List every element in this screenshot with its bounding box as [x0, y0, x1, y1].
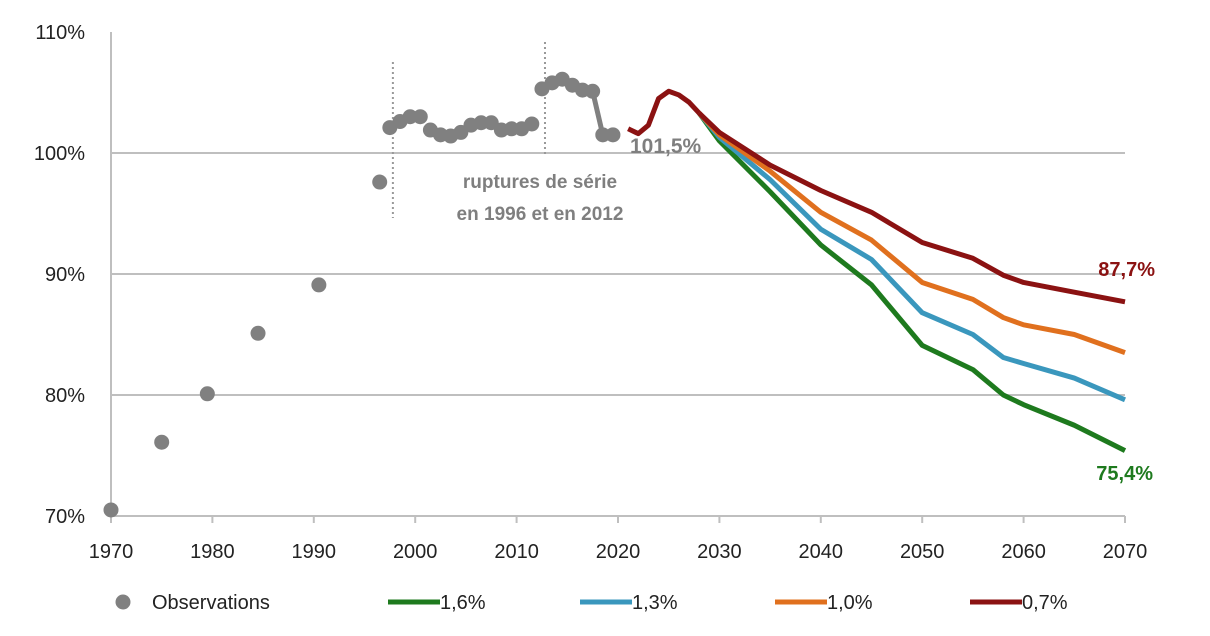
observation-point: [412, 109, 428, 125]
x-tick-label: 2040: [799, 541, 844, 563]
breaks-annotation-line1: ruptures de série: [463, 172, 617, 193]
series-line-1-6: [697, 111, 1127, 453]
observation-point: [372, 174, 388, 190]
breaks-annotation-line2: en 1996 et en 2012: [457, 204, 624, 225]
x-tick-label: 2010: [494, 541, 539, 563]
start-value-label: 101,5%: [630, 135, 702, 158]
observation-point: [103, 502, 119, 518]
y-tick-label: 90%: [45, 264, 85, 286]
x-tick-label: 2020: [596, 541, 641, 563]
observation-point: [154, 434, 170, 450]
x-tick-label: 2070: [1103, 541, 1148, 563]
observation-point: [311, 277, 327, 293]
observation-point: [250, 325, 266, 341]
legend-label: 1,6%: [440, 592, 486, 614]
observation-point: [524, 116, 540, 132]
legend-label: 1,3%: [632, 592, 678, 614]
x-tick-label: 1970: [89, 541, 134, 563]
end-label-1-6: 75,4%: [1096, 463, 1153, 485]
legend-marker-observations: [115, 594, 131, 610]
legend: Observations 1,6% 1,3% 1,0% 0,7%: [115, 592, 1068, 614]
observation-point: [605, 127, 621, 143]
x-tick-label: 2000: [393, 541, 438, 563]
series-line-0-7: [697, 111, 1126, 305]
x-tick-label: 2030: [697, 541, 742, 563]
legend-label: 0,7%: [1022, 592, 1068, 614]
series-line-1-3: [697, 111, 1126, 403]
x-tick-label: 2060: [1001, 541, 1046, 563]
legend-label-observations: Observations: [152, 592, 270, 614]
end-label-0-7: 87,7%: [1098, 259, 1155, 281]
observation-point: [199, 386, 215, 402]
y-tick-label: 110%: [35, 22, 85, 44]
common-projection-line: [627, 88, 701, 137]
observation-point: [585, 83, 601, 99]
y-tick-label: 70%: [45, 506, 85, 528]
legend-label: 1,0%: [827, 592, 873, 614]
x-tick-label: 1990: [292, 541, 337, 563]
series-line-1-0: [697, 111, 1126, 356]
x-tick-label: 1980: [190, 541, 235, 563]
x-tick-label: 2050: [900, 541, 945, 563]
y-tick-label: 100%: [34, 143, 85, 165]
y-tick-label: 80%: [45, 385, 85, 407]
